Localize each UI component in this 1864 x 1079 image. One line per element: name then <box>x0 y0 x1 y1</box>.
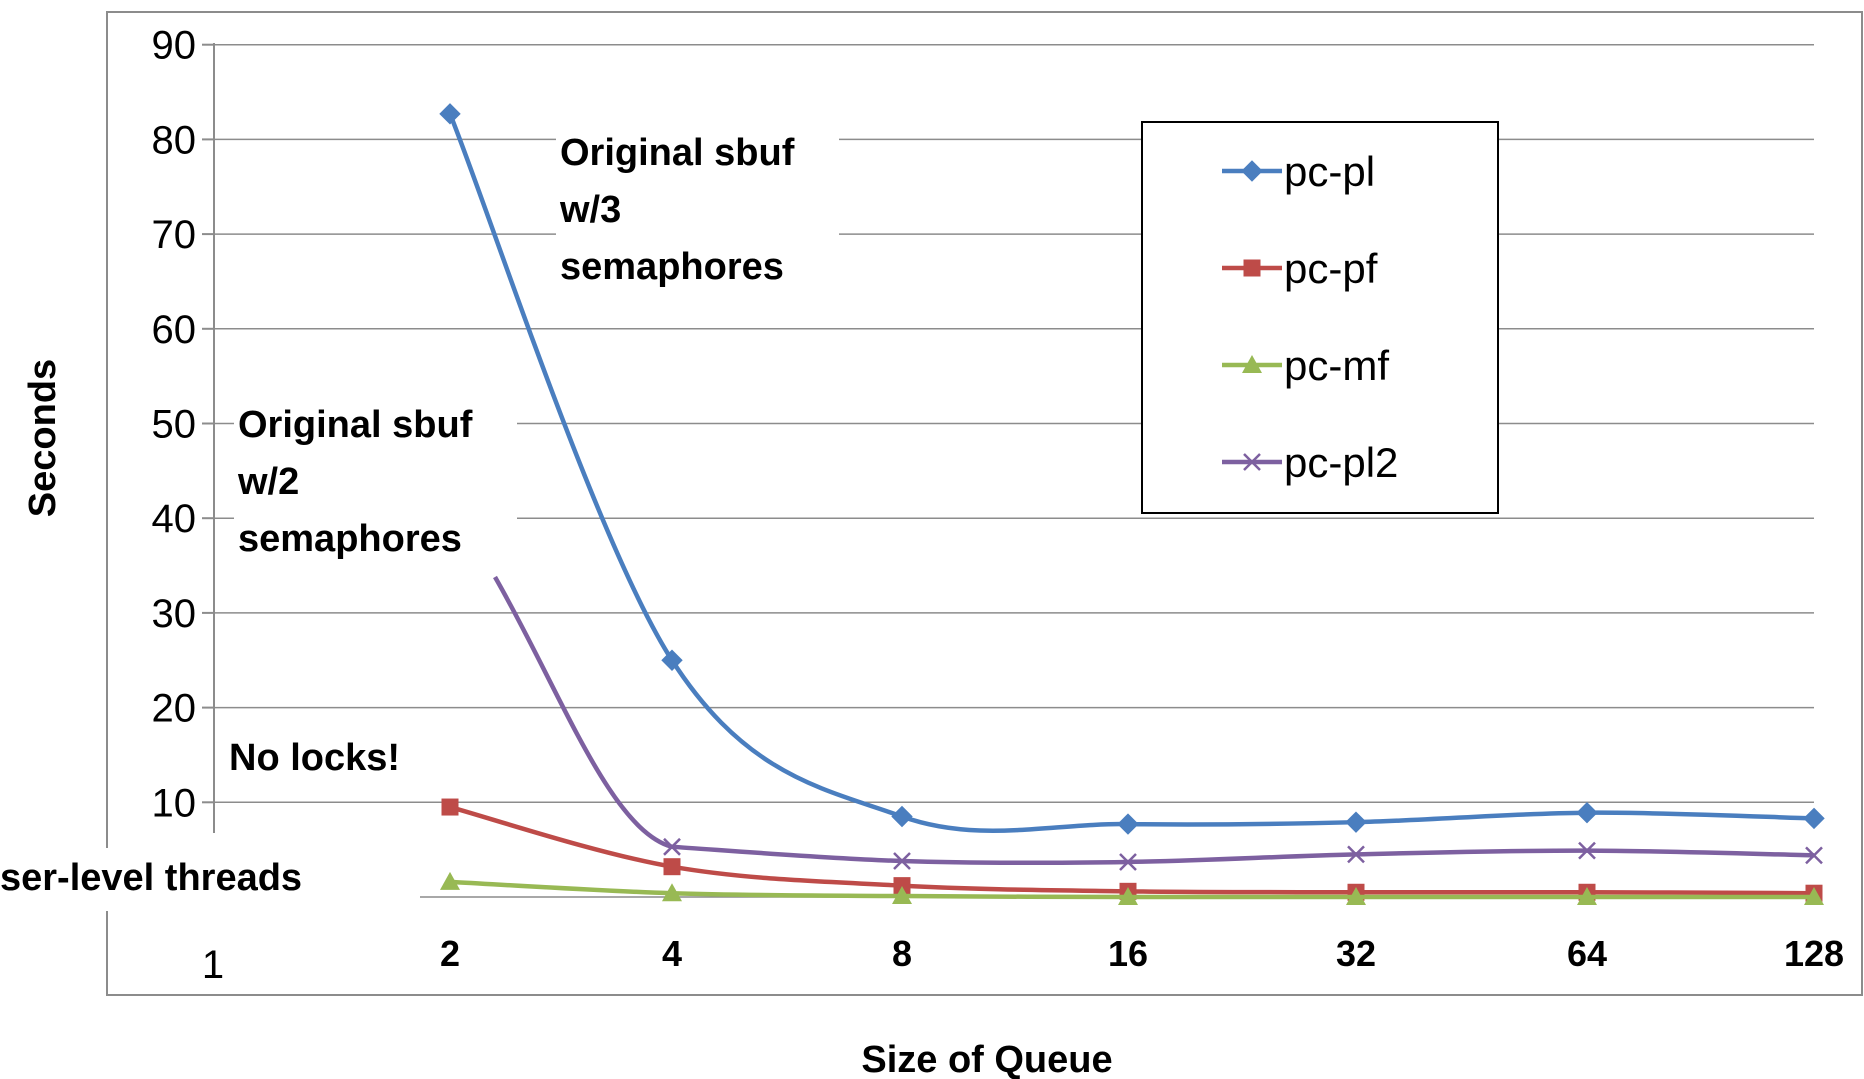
x-tick-label: 4 <box>662 933 682 974</box>
x-tick-label: 64 <box>1567 933 1607 974</box>
marker-square <box>1243 259 1261 277</box>
y-tick-label: 40 <box>152 497 197 541</box>
annotation-background <box>556 123 839 300</box>
x-tick-label: 32 <box>1336 933 1376 974</box>
y-tick-label: 20 <box>152 687 197 731</box>
marker-diamond <box>1803 807 1825 830</box>
annotation-nolocks: No locks! <box>229 737 400 779</box>
marker-diamond <box>439 103 461 125</box>
legend-label: pc-pf <box>1284 245 1378 292</box>
marker-diamond <box>1117 813 1139 835</box>
marker-triangle <box>892 886 912 905</box>
annotation-line: w/2 <box>237 461 299 503</box>
legend-item-pc-mf: pc-mf <box>1222 342 1389 389</box>
y-axis-ticks: 10 20 30 40 50 60 70 80 90 <box>152 24 214 825</box>
y-tick-label: 70 <box>152 213 197 257</box>
marker-diamond <box>1576 802 1598 824</box>
marker-diamond <box>661 649 683 671</box>
y-tick-label: 90 <box>152 24 197 68</box>
annotation-sbuf2: Original sbuf w/2 semaphores <box>234 395 517 572</box>
marker-diamond <box>891 805 913 828</box>
series-pc-pl2 <box>493 575 1823 871</box>
legend-box <box>1141 121 1499 514</box>
x-tick-label: 1 <box>202 943 224 987</box>
marker-x <box>1347 845 1365 864</box>
series-pc-mf <box>440 871 1824 905</box>
marker-x <box>1578 841 1596 860</box>
x-tick-label: 16 <box>1108 933 1148 974</box>
marker-triangle <box>440 871 460 890</box>
annotation-line: semaphores <box>238 518 462 560</box>
y-tick-label: 30 <box>152 592 197 636</box>
marker-triangle <box>662 883 682 902</box>
annotation-background <box>234 395 517 572</box>
x-tick-label: 128 <box>1784 933 1844 974</box>
legend-label: pc-mf <box>1284 342 1389 389</box>
marker-x <box>1119 853 1137 871</box>
series-lines <box>439 103 1825 905</box>
annotation-line: w/3 <box>559 189 621 231</box>
legend-item-pc-pl2: pc-pl2 <box>1222 439 1398 486</box>
annotation-line: No locks! <box>229 737 400 779</box>
legend-label: pc-pl <box>1284 148 1375 195</box>
y-tick-label: 50 <box>152 403 197 447</box>
annotation-line: ser-level threads <box>0 857 302 899</box>
y-tick-label: 60 <box>152 308 197 352</box>
legend-item-pc-pl: pc-pl <box>1222 148 1375 195</box>
x-tick-label: 8 <box>892 933 912 974</box>
x-axis-title: Size of Queue <box>861 1039 1112 1079</box>
y-tick-label: 10 <box>152 781 197 825</box>
annotation-sbuf3: Original sbuf w/3 semaphores <box>556 123 839 300</box>
annotation-line: Original sbuf <box>560 132 795 174</box>
marker-square <box>441 798 459 816</box>
marker-square <box>893 877 911 895</box>
annotation-line: Original sbuf <box>238 404 473 446</box>
marker-triangle <box>1242 355 1262 373</box>
annotation-background <box>0 848 363 911</box>
legend-label: pc-pl2 <box>1284 439 1398 486</box>
marker-square <box>663 858 681 876</box>
legend: pc-pl pc-pf pc-mf pc-pl2 <box>1141 121 1499 514</box>
x-axis-ticks: 1 2 4 8 16 32 64 128 <box>202 933 1844 987</box>
marker-diamond <box>1345 811 1367 833</box>
marker-triangle <box>1346 887 1366 905</box>
marker-x <box>663 837 681 856</box>
marker-x <box>893 852 911 870</box>
series-pc-pl <box>439 103 1825 835</box>
y-axis-title: Seconds <box>22 359 64 517</box>
marker-diamond <box>1241 160 1263 182</box>
x-tick-label: 2 <box>440 933 460 974</box>
annotation-line: semaphores <box>560 246 784 288</box>
marker-x <box>1243 453 1261 471</box>
annotations: Original sbuf w/3 semaphores Original sbuf w… <box>0 123 839 911</box>
marker-triangle <box>1118 887 1138 905</box>
marker-x <box>1805 846 1823 865</box>
y-tick-label: 80 <box>152 118 197 162</box>
marker-triangle <box>1577 887 1597 905</box>
legend-item-pc-pf: pc-pf <box>1222 245 1378 292</box>
annotation-userlevel: ser-level threads <box>0 848 363 911</box>
marker-triangle <box>1804 887 1824 905</box>
series-line <box>447 112 1815 833</box>
